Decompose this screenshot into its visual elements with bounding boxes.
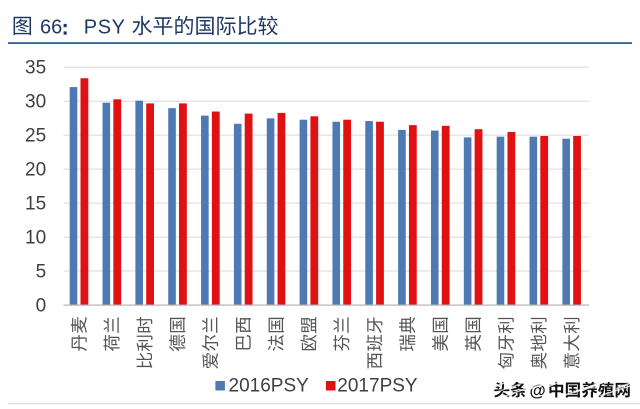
svg-text:0: 0 (36, 296, 47, 317)
svg-text:35: 35 (25, 58, 46, 79)
svg-text:10: 10 (25, 228, 46, 249)
svg-text:2017PSY: 2017PSY (337, 376, 418, 397)
svg-text:2016PSY: 2016PSY (229, 376, 310, 397)
svg-text:25: 25 (25, 126, 46, 147)
svg-text:5: 5 (36, 262, 47, 283)
svg-text:PSY: PSY (84, 17, 126, 39)
svg-text:20: 20 (25, 160, 46, 181)
svg-text:30: 30 (25, 92, 46, 113)
svg-text:66: 66 (40, 17, 62, 39)
svg-text:15: 15 (25, 194, 46, 215)
